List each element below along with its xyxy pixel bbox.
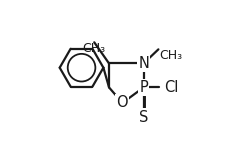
Text: P: P: [139, 80, 148, 95]
Text: CH₃: CH₃: [83, 42, 106, 55]
Text: S: S: [139, 110, 148, 125]
Text: Cl: Cl: [164, 80, 178, 95]
Text: O: O: [117, 95, 128, 110]
Text: CH₃: CH₃: [159, 49, 182, 62]
Text: N: N: [138, 56, 149, 71]
